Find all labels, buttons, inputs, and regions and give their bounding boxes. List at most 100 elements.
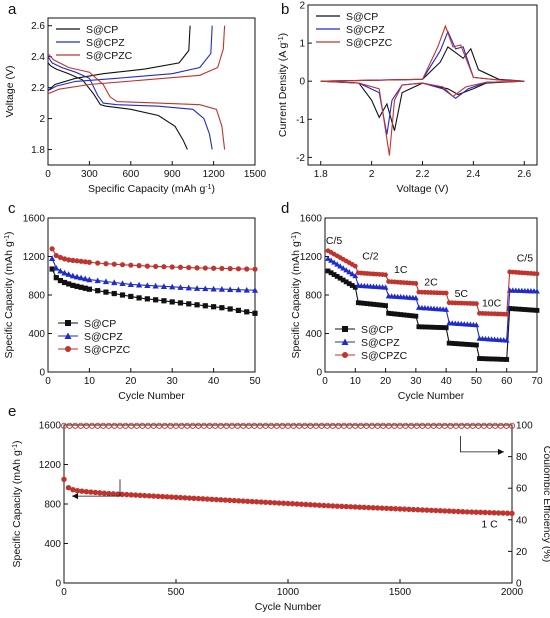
data-point (492, 356, 497, 362)
y-tick-label: 2.6 (31, 21, 45, 32)
data-point (244, 309, 250, 315)
legend-entry: S@CPZC (84, 344, 131, 356)
data-point (169, 283, 176, 290)
capacity-point (330, 503, 336, 509)
x-tick-label: 40 (441, 376, 453, 387)
capacity-point (70, 486, 76, 493)
efficiency-point (441, 422, 448, 429)
data-point (389, 311, 395, 317)
capacity-point (253, 499, 260, 505)
efficiency-point (156, 422, 163, 429)
legend-marker (341, 338, 349, 345)
data-point (374, 302, 379, 308)
capacity-point (370, 505, 376, 511)
data-point (416, 324, 422, 330)
efficiency-point (458, 422, 465, 429)
data-point (161, 264, 167, 270)
efficiency-point (363, 422, 370, 429)
capacity-point (267, 499, 273, 506)
efficiency-point (217, 422, 224, 429)
data-point (74, 283, 80, 289)
efficiency-point (256, 422, 264, 429)
legend-entry: S@CPZC (86, 50, 133, 62)
capacity-point (495, 510, 502, 516)
efficiency-point (139, 422, 146, 429)
efficiency-point (340, 422, 348, 429)
capacity-point (325, 503, 332, 509)
efficiency-point (385, 422, 392, 429)
legend-marker (65, 346, 71, 352)
data-point (428, 324, 434, 330)
data-point (346, 281, 352, 287)
rate-label: C/2 (362, 250, 379, 262)
capacity-point (159, 493, 166, 500)
legend-entry: S@CP (346, 11, 378, 23)
efficiency-point (307, 422, 314, 429)
capacity-point (150, 493, 157, 499)
panel-label: c (8, 200, 16, 217)
y2-axis-label: Coulombic Efficiency (%) (541, 446, 550, 563)
data-point (49, 266, 55, 272)
data-point (504, 357, 510, 362)
data-point (337, 275, 343, 281)
data-point (194, 265, 200, 271)
capacity-point (428, 507, 435, 514)
efficiency-point (396, 422, 404, 429)
capacity-point (383, 505, 390, 512)
charge-curve (47, 25, 226, 95)
x-axis-label: Cycle Number (118, 390, 185, 402)
x-tick-label: 70 (531, 376, 543, 387)
capacity-point (352, 504, 358, 510)
efficiency-point (268, 422, 275, 429)
data-point (401, 312, 407, 318)
data-point (73, 273, 81, 280)
legend-marker (64, 332, 72, 339)
efficiency-point (240, 422, 247, 429)
data-point (352, 272, 359, 279)
y-tick-label: 400 (44, 539, 61, 550)
capacity-point (437, 508, 444, 514)
data-point (103, 289, 109, 295)
y-tick-label: 1 (299, 39, 305, 50)
x-tick-label: 20 (125, 376, 137, 387)
data-point (383, 303, 388, 308)
data-point (349, 270, 356, 277)
data-point (177, 264, 184, 270)
data-point (383, 272, 388, 278)
data-point (202, 265, 208, 271)
right-axis-arrowhead (498, 448, 504, 455)
data-point (486, 356, 491, 362)
data-point (57, 254, 64, 261)
data-point (407, 313, 413, 318)
data-point (78, 284, 84, 290)
capacity-point (468, 509, 475, 515)
y-axis-label: Specific Capacity (mAh g-1) (11, 440, 23, 567)
legend-entry: S@CP (86, 24, 118, 36)
capacity-point (244, 498, 251, 504)
data-point (340, 265, 347, 271)
data-point (504, 311, 510, 317)
data-point (69, 272, 76, 279)
data-point (78, 258, 84, 264)
data-point (53, 252, 59, 259)
x-tick-label: 1200 (202, 169, 225, 180)
x-tick-label: 2 (369, 169, 375, 180)
efficiency-point (312, 422, 320, 429)
data-point (464, 342, 470, 347)
y-tick-label: 1200 (39, 460, 62, 471)
data-point (328, 270, 334, 276)
efficiency-point (223, 422, 230, 429)
y-tick-label: 0 (316, 368, 322, 379)
data-point (474, 301, 479, 307)
legend-marker (342, 352, 348, 358)
capacity-point (473, 509, 479, 515)
data-point (467, 342, 473, 348)
data-point (57, 277, 64, 284)
data-point (127, 281, 134, 288)
efficiency-point (346, 422, 353, 429)
capacity-point (343, 503, 349, 510)
data-point (392, 311, 398, 317)
capacity-point (446, 508, 452, 514)
efficiency-point (452, 422, 460, 429)
x-axis-label: Cycle Number (255, 601, 322, 613)
